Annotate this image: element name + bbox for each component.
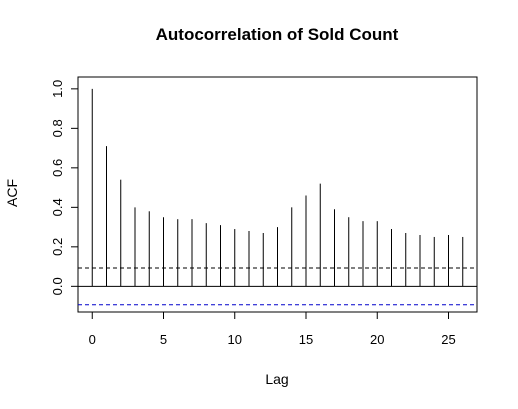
y-tick-label-5: 1.0 (50, 80, 65, 98)
y-axis: 0.0 0.2 0.4 0.6 0.8 1.0 (50, 80, 79, 295)
x-axis: 0 5 10 15 20 25 (89, 311, 456, 347)
x-tick-label-10: 10 (228, 332, 242, 347)
acf-bars (91, 88, 464, 287)
x-tick-label-25: 25 (441, 332, 455, 347)
y-tick-label-3: 0.6 (50, 159, 65, 177)
x-tick-label-15: 15 (299, 332, 313, 347)
y-tick-label-4: 0.8 (50, 119, 65, 137)
x-tick-label-5: 5 (160, 332, 167, 347)
y-tick-label-2: 0.4 (50, 198, 65, 216)
x-tick-label-20: 20 (370, 332, 384, 347)
y-tick-label-0: 0.0 (50, 277, 65, 295)
chart-title: Autocorrelation of Sold Count (156, 25, 399, 44)
confidence-bounds (78, 267, 477, 306)
y-tick-label-1: 0.2 (50, 238, 65, 256)
y-axis-label: ACF (4, 179, 20, 207)
x-tick-label-0: 0 (89, 332, 96, 347)
x-axis-label: Lag (265, 371, 288, 387)
